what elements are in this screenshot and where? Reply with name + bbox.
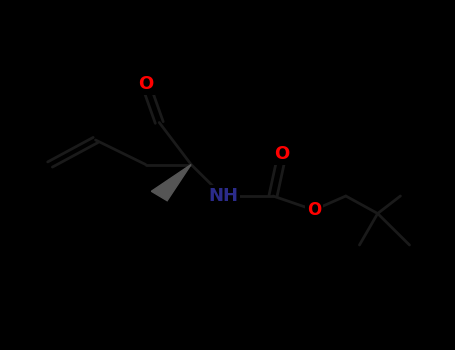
Text: NH: NH [208, 187, 238, 205]
Polygon shape [152, 164, 191, 201]
Text: O: O [307, 201, 321, 219]
Text: O: O [138, 75, 153, 93]
Text: O: O [274, 145, 290, 163]
